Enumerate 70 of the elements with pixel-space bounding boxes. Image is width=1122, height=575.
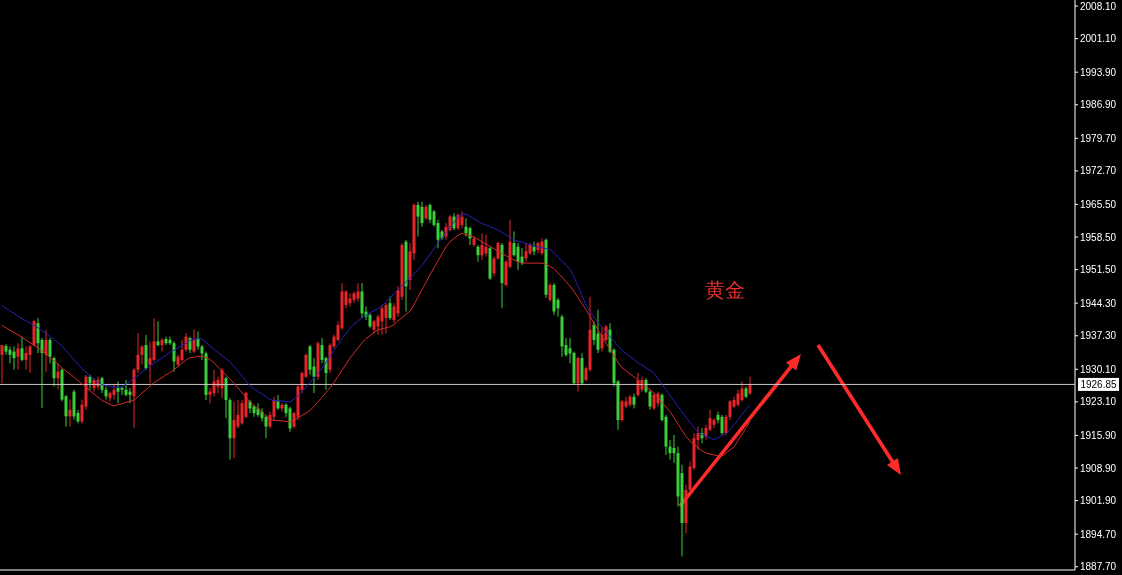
candlestick [476,244,480,263]
candlestick [56,362,60,391]
y-tick-label: 1923.10 [1080,396,1117,408]
candlestick [720,414,724,436]
candlestick [480,232,484,261]
candlestick [140,344,144,366]
candlestick [0,344,4,384]
candlestick [192,329,196,354]
y-tick-label: 1958.50 [1080,231,1117,243]
candlestick [116,380,120,404]
candlestick [708,409,712,432]
candlestick [16,342,20,371]
y-tick-label: 1908.90 [1080,462,1117,474]
y-tick-label: 1979.70 [1080,132,1117,144]
candlestick [388,296,392,321]
candlestick [112,384,116,401]
candlestick [156,320,160,347]
candlestick [748,376,752,396]
candlestick [596,309,600,354]
y-tick-label: 1887.70 [1080,561,1117,573]
candlestick [172,340,176,373]
candlestick [48,337,52,364]
candlestick [416,201,420,238]
y-tick-label: 2001.10 [1080,33,1117,45]
y-tick-label: 1965.50 [1080,198,1117,210]
y-tick-label: 1944.30 [1080,297,1117,309]
candlestick [28,344,32,374]
y-tick-label: 1915.90 [1080,429,1117,441]
candlestick [128,387,132,404]
candlestick [160,337,164,353]
candlestick [548,282,552,303]
candlestick [276,394,280,411]
y-tick-label: 1937.30 [1080,330,1117,342]
candlestick [12,345,16,371]
annotation: 黄金 [705,278,745,302]
candlestick [264,414,268,439]
candlestick [212,369,216,398]
y-tick-label: 1972.70 [1080,165,1117,177]
candlestick [232,400,236,459]
candlestick [380,304,384,336]
y-tick-label: 1894.70 [1080,528,1117,540]
candlestick [460,210,464,229]
candlestick [360,282,364,319]
candlestick [44,329,48,373]
candlestick [428,203,432,224]
candlestick [356,282,360,303]
candlestick [68,399,72,428]
candlestick [620,399,624,422]
candlestick [288,406,292,433]
y-tick-label: 1993.90 [1080,66,1117,78]
candlestick [712,417,716,429]
candlestick [384,302,388,334]
candlestick [740,380,744,402]
candlestick [20,336,24,362]
candlestick [420,201,424,228]
ref-line-label: 1926.85 [1080,378,1118,390]
candlestick [144,334,148,371]
candlestick [484,234,488,258]
candlestick [516,242,520,271]
candlestick [24,345,28,371]
candlestick [164,336,168,346]
candlestick [244,391,248,419]
candlestick [52,356,56,388]
y-tick-label: 1901.90 [1080,495,1117,507]
y-tick-label: 2008.10 [1080,0,1117,12]
candlestick [152,317,156,362]
y-tick-label: 1930.10 [1080,363,1117,375]
candlestick [524,242,528,263]
y-tick-label: 1951.50 [1080,264,1117,276]
y-tick-label: 1986.90 [1080,99,1117,111]
